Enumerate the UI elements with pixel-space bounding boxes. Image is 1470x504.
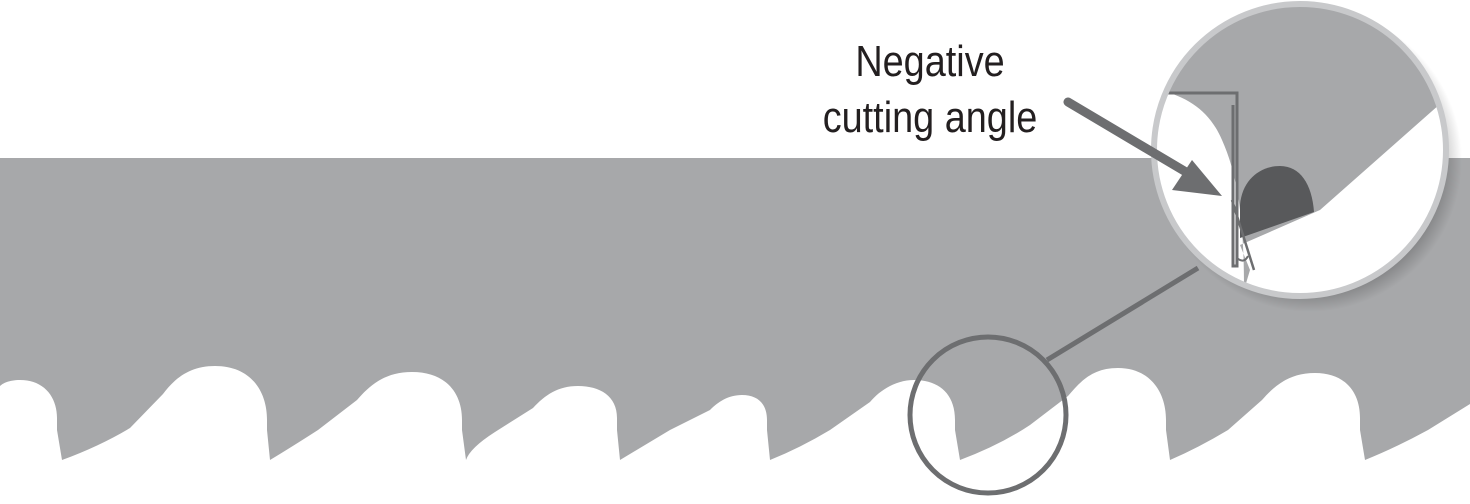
detail-circle [907,334,1069,496]
magnified-tooth [1154,4,1446,290]
callout-label: Negative cutting angle [810,34,1051,146]
angle-reference-lines [1160,91,1239,268]
arrow-pointer-icon [1063,97,1222,196]
carbide-tip [1240,166,1314,238]
callout-line-2: cutting angle [822,93,1038,142]
angle-mark-icon [1236,255,1249,262]
cutting-face-line [1230,199,1256,271]
callout-line-1: Negative [855,37,1005,86]
saw-blade-body [0,158,1470,460]
connector-line [1045,265,1200,363]
